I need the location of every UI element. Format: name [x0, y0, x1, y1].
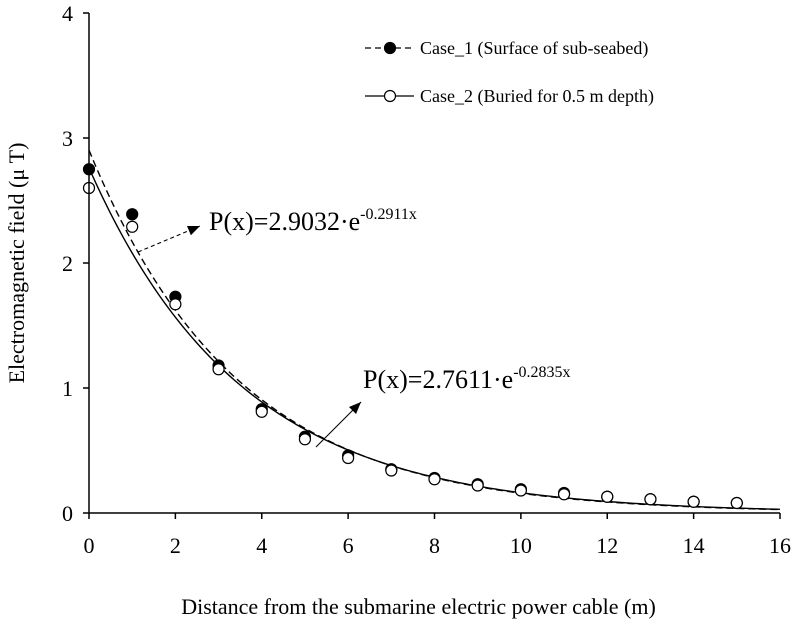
x-tick-label: 14 — [683, 533, 705, 558]
legend-marker-series-2 — [383, 89, 397, 103]
data-point-series-2 — [298, 433, 312, 446]
legend-marker-series-1 — [383, 41, 397, 55]
fit-equation-label: P(x)=2.9032·e-0.2911x — [209, 206, 417, 236]
x-tick-label: 16 — [769, 533, 791, 558]
data-point-series-2 — [255, 405, 268, 418]
annotation-arrowhead — [187, 226, 200, 236]
x-tick-label: 10 — [510, 533, 532, 558]
data-point-series-2 — [471, 479, 484, 492]
legend-label-series-1: Case_1 (Surface of sub-seabed) — [420, 38, 648, 59]
y-tick-label: 1 — [62, 376, 73, 401]
legend-label-series-2: Case_2 (Buried for 0.5 m depth) — [420, 86, 654, 107]
fit-curve-series-1 — [88, 149, 781, 511]
x-tick-label: 12 — [596, 533, 618, 558]
data-point-series-2 — [601, 490, 614, 503]
fit-lines — [88, 149, 781, 511]
data-points — [82, 163, 743, 510]
data-point-series-2 — [557, 488, 571, 501]
y-tick-label: 4 — [62, 1, 73, 26]
x-axis-title: Distance from the submarine electric pow… — [181, 594, 656, 619]
data-point-series-2 — [342, 451, 355, 465]
x-tick-label: 4 — [256, 533, 267, 558]
x-tick-label: 8 — [429, 533, 440, 558]
data-point-series-2 — [169, 298, 182, 311]
data-point-series-2 — [687, 495, 700, 508]
equation-annotations: P(x)=2.9032·e-0.2911x P(x)=2.7611·e-0.283… — [137, 206, 571, 448]
data-point-series-1 — [126, 208, 139, 221]
fit-equation-label: P(x)=2.7611·e-0.2835x — [363, 364, 571, 394]
y-axis-title: Electromagnetic field (μ T) — [4, 143, 29, 384]
legend: Case_1 (Surface of sub-seabed) Case_2 (Bu… — [365, 38, 654, 107]
data-point-series-2 — [212, 363, 225, 376]
data-point-series-2 — [644, 493, 657, 506]
y-tick-label: 3 — [62, 126, 73, 151]
data-point-series-2 — [126, 220, 139, 233]
annotation-arrowhead — [348, 402, 361, 415]
data-point-series-2 — [385, 464, 398, 477]
data-point-series-2 — [428, 473, 441, 486]
fit-curve-series-2 — [88, 167, 781, 510]
x-tick-label: 2 — [170, 533, 181, 558]
x-tick-label: 0 — [84, 533, 95, 558]
data-point-series-2 — [514, 484, 527, 497]
data-point-series-2 — [730, 496, 743, 510]
x-tick-label: 6 — [343, 533, 354, 558]
y-tick-label: 0 — [62, 501, 73, 526]
y-tick-label: 2 — [62, 251, 73, 276]
